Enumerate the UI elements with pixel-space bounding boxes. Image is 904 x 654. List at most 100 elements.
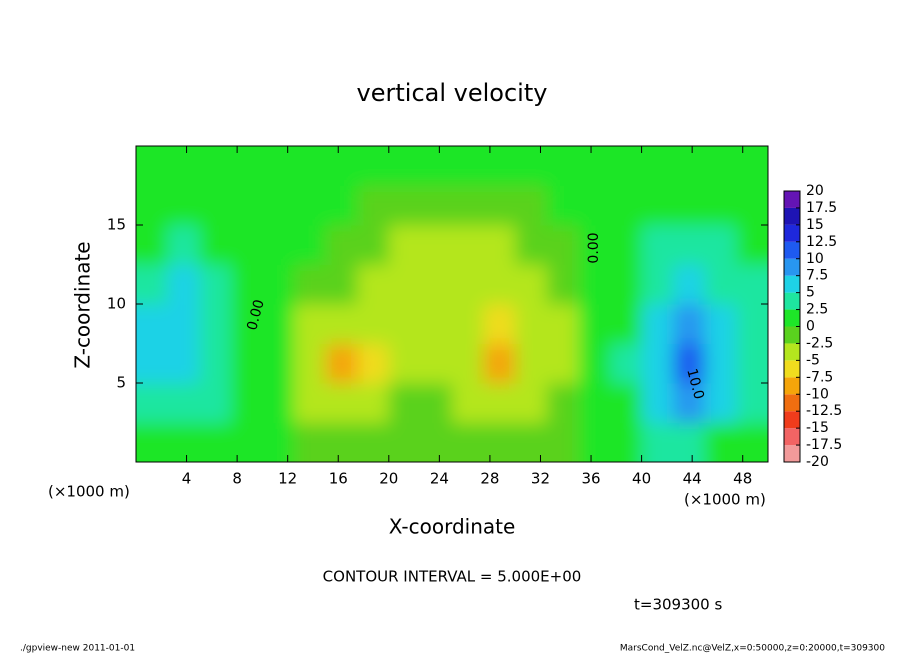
- field-cell: [452, 343, 485, 384]
- field-cell: [420, 383, 453, 423]
- field-cell: [294, 304, 327, 344]
- field-cell: [610, 225, 643, 265]
- field-cell: [199, 225, 232, 265]
- field-cell: [736, 185, 768, 226]
- field-cell: [673, 146, 706, 186]
- field-cell: [704, 422, 737, 462]
- field-cell: [199, 422, 232, 462]
- x-axis-label: X-coordinate: [389, 515, 516, 539]
- field-cell: [167, 264, 200, 305]
- x-tick-label: 12: [278, 470, 297, 488]
- field-cell: [325, 225, 358, 265]
- field-cell: [420, 304, 453, 344]
- field-cell: [199, 383, 232, 423]
- field-cell: [357, 264, 390, 305]
- field-cell: [452, 185, 485, 226]
- field-cell: [136, 343, 169, 384]
- field-cell: [578, 422, 611, 462]
- field-cell: [230, 304, 263, 344]
- field-cell: [452, 383, 485, 423]
- field-cell: [483, 146, 516, 186]
- field-cell: [167, 304, 200, 344]
- field-cell: [546, 383, 579, 423]
- field-cell: [230, 225, 263, 265]
- field-cell: [388, 264, 421, 305]
- field-cell: [388, 383, 421, 423]
- field-cell: [673, 185, 706, 226]
- field-cell: [357, 383, 390, 423]
- field-cell: [230, 422, 263, 462]
- field-cell: [483, 185, 516, 226]
- field-cell: [546, 185, 579, 226]
- field-cell: [483, 304, 516, 344]
- colorbar-swatch: [784, 292, 800, 310]
- field-cell: [325, 383, 358, 423]
- colorbar-swatch: [784, 191, 800, 208]
- x-tick-label: 4: [182, 470, 192, 488]
- field-cell: [357, 422, 390, 462]
- field-cell: [452, 422, 485, 462]
- field-cell: [357, 343, 390, 384]
- field-cell: [578, 343, 611, 384]
- x-tick-label: 28: [480, 470, 499, 488]
- field-cell: [641, 225, 674, 265]
- field-cell: [325, 422, 358, 462]
- colorbar-label: 0: [806, 319, 815, 335]
- field-cell: [452, 304, 485, 344]
- field-cell: [167, 422, 200, 462]
- field-cell: [515, 343, 548, 384]
- field-cell: [167, 343, 200, 384]
- colorbar-swatch: [784, 360, 800, 378]
- field-cell: [736, 146, 768, 186]
- field-cell: [325, 146, 358, 186]
- field-cell: [673, 264, 706, 305]
- field-cell: [515, 422, 548, 462]
- contour-label: 10.0: [683, 367, 707, 401]
- field-cell: [388, 185, 421, 226]
- colorbar-swatch: [784, 445, 800, 462]
- field-cell: [610, 185, 643, 226]
- colorbar-label: -20: [806, 454, 829, 470]
- colorbar-label: 5: [806, 285, 815, 301]
- field-cell: [610, 383, 643, 423]
- field-cell: [704, 343, 737, 384]
- y-tick-label: 5: [116, 374, 126, 392]
- footer-left: ./gpview-new 2011-01-01: [20, 644, 135, 654]
- colorbar-swatch: [784, 241, 800, 259]
- field-cell: [136, 264, 169, 305]
- field-cell: [357, 225, 390, 265]
- field-cell: [167, 225, 200, 265]
- field-cell: [546, 304, 579, 344]
- y-unit-label: (×1000 m): [48, 483, 130, 501]
- field-cell: [136, 383, 169, 423]
- field-cell: [420, 422, 453, 462]
- colorbar-swatch: [784, 411, 800, 429]
- chart-title: vertical velocity: [357, 79, 548, 107]
- colorbar-swatch: [784, 326, 800, 344]
- contour-label: 0.00: [586, 232, 602, 263]
- field-cell: [578, 264, 611, 305]
- colorbar-label: -7.5: [806, 369, 833, 385]
- field-cell: [610, 422, 643, 462]
- colorbar-label: 7.5: [806, 268, 828, 284]
- x-tick-label: 40: [632, 470, 651, 488]
- contour-label: 0.00: [244, 298, 268, 332]
- field-cell: [230, 146, 263, 186]
- colorbar-swatch: [784, 377, 800, 395]
- field-cell: [610, 146, 643, 186]
- field-cell: [673, 343, 706, 384]
- field-cell: [420, 185, 453, 226]
- colorbar-label: -10: [806, 386, 829, 402]
- field-cell: [325, 185, 358, 226]
- field-cell: [578, 304, 611, 344]
- field-cell: [515, 185, 548, 226]
- contour-interval: CONTOUR INTERVAL = 5.000E+00: [323, 568, 582, 586]
- field-cell: [704, 264, 737, 305]
- colorbar-label: -12.5: [806, 403, 842, 419]
- field-cell: [546, 146, 579, 186]
- field-cell: [736, 304, 768, 344]
- x-tick-label: 48: [733, 470, 752, 488]
- y-tick-label: 10: [107, 295, 126, 313]
- colorbar-swatch: [784, 343, 800, 361]
